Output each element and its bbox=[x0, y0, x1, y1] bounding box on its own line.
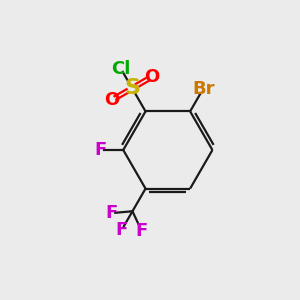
Text: O: O bbox=[104, 91, 120, 109]
Text: Cl: Cl bbox=[111, 60, 131, 78]
Text: F: F bbox=[105, 204, 117, 222]
Text: F: F bbox=[94, 141, 106, 159]
Text: F: F bbox=[116, 221, 128, 239]
Text: O: O bbox=[145, 68, 160, 85]
Text: F: F bbox=[135, 222, 148, 240]
Text: S: S bbox=[124, 78, 140, 98]
Text: Br: Br bbox=[192, 80, 214, 98]
